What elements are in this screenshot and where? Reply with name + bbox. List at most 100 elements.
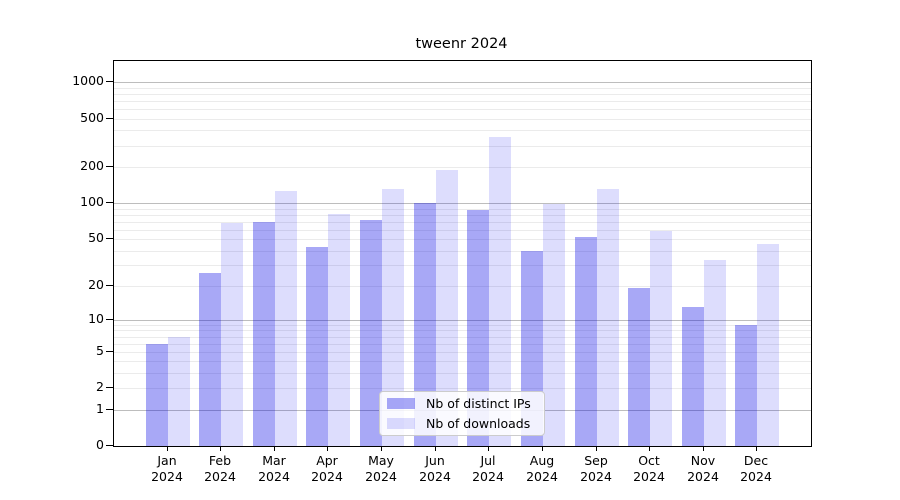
x-tick-mark <box>649 446 650 451</box>
x-tick-label-mar: Mar 2024 <box>258 453 290 484</box>
bar-distinct-ips-jun <box>414 203 436 446</box>
x-tick-label-apr: Apr 2024 <box>311 453 343 484</box>
x-tick-label-jul: Jul 2024 <box>472 453 504 484</box>
y-tick-mark <box>106 118 113 119</box>
y-tick-mark <box>106 387 113 388</box>
y-tick-label: 20 <box>88 277 104 292</box>
y-tick-mark <box>106 409 113 410</box>
legend-item-downloads: Nb of downloads <box>380 415 544 432</box>
x-tick-mark <box>274 446 275 451</box>
legend: Nb of distinct IPs Nb of downloads <box>379 391 545 436</box>
y-tick-label: 10 <box>88 311 104 326</box>
gridline-minor <box>114 337 811 338</box>
gridline-minor <box>114 230 811 231</box>
bar-distinct-ips-dec <box>735 325 757 446</box>
x-tick-mark <box>488 446 489 451</box>
bar-distinct-ips-apr <box>306 247 328 446</box>
y-tick-mark <box>106 445 113 446</box>
gridline-minor <box>114 101 811 102</box>
x-tick-label-oct: Oct 2024 <box>633 453 665 484</box>
y-tick-label: 100 <box>80 194 104 209</box>
bar-distinct-ips-jul <box>467 210 489 446</box>
gridline-minor <box>114 265 811 266</box>
bar-downloads-jun <box>436 170 458 446</box>
x-tick-mark <box>596 446 597 451</box>
y-tick-label: 2 <box>96 379 104 394</box>
bar-downloads-nov <box>704 260 726 446</box>
y-tick-mark <box>106 81 113 82</box>
y-tick-mark <box>106 166 113 167</box>
gridline-minor <box>114 373 811 374</box>
gridline-minor <box>114 130 811 131</box>
y-tick-mark <box>106 202 113 203</box>
x-tick-mark <box>327 446 328 451</box>
y-tick-mark <box>106 351 113 352</box>
gridline-major <box>114 82 811 83</box>
gridline-minor <box>114 88 811 89</box>
gridline-minor <box>114 146 811 147</box>
bar-distinct-ips-may <box>360 220 382 446</box>
x-tick-label-aug: Aug 2024 <box>526 453 558 484</box>
plot-area <box>113 60 812 447</box>
gridline-minor <box>114 167 811 168</box>
x-tick-mark <box>703 446 704 451</box>
gridline-minor <box>114 239 811 240</box>
gridline-minor <box>114 251 811 252</box>
x-tick-mark <box>381 446 382 451</box>
x-tick-label-jan: Jan 2024 <box>151 453 183 484</box>
bar-downloads-may <box>382 189 404 446</box>
x-tick-label-sep: Sep 2024 <box>580 453 612 484</box>
y-tick-label: 50 <box>88 230 104 245</box>
y-tick-label: 5 <box>96 343 104 358</box>
y-tick-label: 1 <box>96 401 104 416</box>
bar-distinct-ips-jan <box>146 344 168 446</box>
legend-swatch-distinct-ips <box>387 398 415 409</box>
bar-downloads-apr <box>328 214 350 446</box>
bar-downloads-feb <box>221 223 243 446</box>
y-tick-mark <box>106 238 113 239</box>
gridline-minor <box>114 209 811 210</box>
y-tick-mark <box>106 285 113 286</box>
gridline-minor <box>114 94 811 95</box>
gridline-minor <box>114 325 811 326</box>
y-tick-label: 0 <box>96 437 104 452</box>
gridline-minor <box>114 222 811 223</box>
bar-distinct-ips-mar <box>253 222 275 446</box>
y-tick-mark <box>106 319 113 320</box>
legend-label-downloads: Nb of downloads <box>426 416 531 431</box>
x-tick-mark <box>167 446 168 451</box>
bar-downloads-jan <box>168 337 190 446</box>
gridline-minor <box>114 286 811 287</box>
gridline-minor <box>114 361 811 362</box>
x-tick-mark <box>220 446 221 451</box>
gridline-minor <box>114 344 811 345</box>
legend-label-distinct-ips: Nb of distinct IPs <box>426 396 531 411</box>
x-tick-mark <box>756 446 757 451</box>
y-tick-label: 200 <box>80 158 104 173</box>
x-tick-label-jun: Jun 2024 <box>419 453 451 484</box>
x-tick-label-feb: Feb 2024 <box>204 453 236 484</box>
x-tick-label-may: May 2024 <box>365 453 397 484</box>
bar-distinct-ips-feb <box>199 273 221 446</box>
bar-distinct-ips-sep <box>575 237 597 446</box>
gridline-minor <box>114 388 811 389</box>
bar-downloads-mar <box>275 191 297 446</box>
y-tick-label: 1000 <box>72 73 104 88</box>
gridline-minor <box>114 352 811 353</box>
gridline-major <box>114 203 811 204</box>
bar-distinct-ips-oct <box>628 288 650 446</box>
bar-distinct-ips-nov <box>682 307 704 446</box>
x-tick-mark <box>542 446 543 451</box>
gridline-minor <box>114 109 811 110</box>
x-tick-label-dec: Dec 2024 <box>740 453 772 484</box>
bar-downloads-sep <box>597 189 619 446</box>
bar-downloads-oct <box>650 231 672 446</box>
legend-swatch-downloads <box>387 418 415 429</box>
bar-downloads-aug <box>543 204 565 446</box>
gridline-major <box>114 320 811 321</box>
bar-downloads-dec <box>757 244 779 446</box>
y-tick-label: 500 <box>80 110 104 125</box>
x-tick-label-nov: Nov 2024 <box>687 453 719 484</box>
bar-downloads-jul <box>489 137 511 446</box>
